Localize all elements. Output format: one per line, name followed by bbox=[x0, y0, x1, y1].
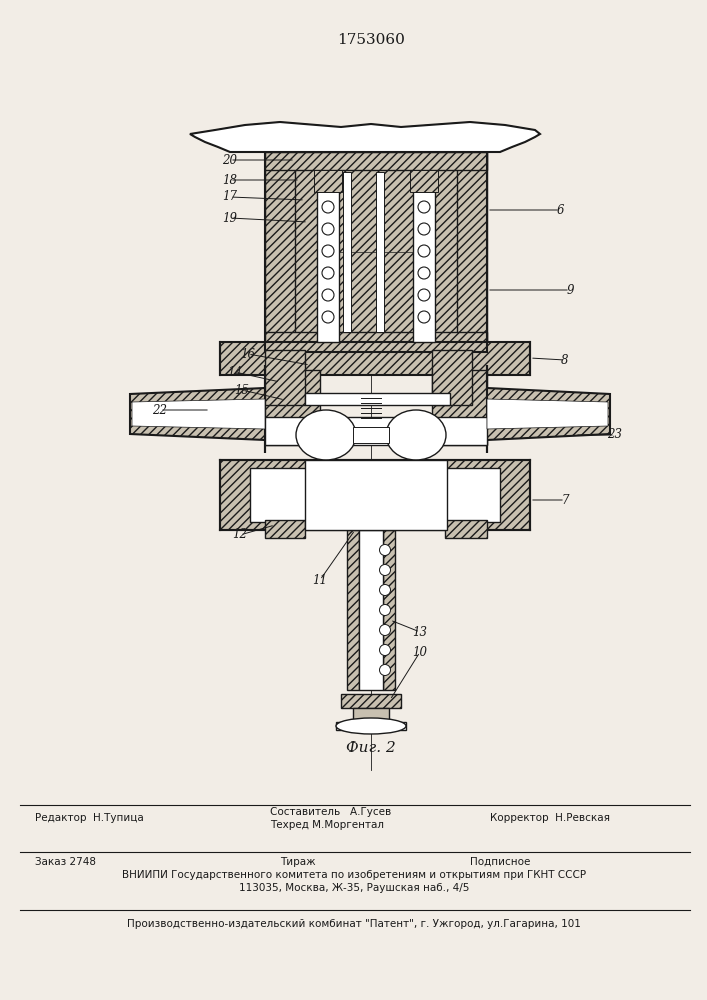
Bar bbox=[432, 370, 487, 445]
Text: 20: 20 bbox=[223, 153, 238, 166]
Polygon shape bbox=[132, 399, 265, 429]
Bar bbox=[265, 152, 487, 170]
Bar bbox=[265, 520, 305, 538]
Text: 12: 12 bbox=[233, 528, 247, 542]
Text: 10: 10 bbox=[412, 646, 428, 658]
Circle shape bbox=[380, 564, 390, 576]
Bar bbox=[376, 172, 384, 332]
Text: 15: 15 bbox=[235, 383, 250, 396]
Circle shape bbox=[380, 584, 390, 595]
Polygon shape bbox=[487, 365, 610, 453]
Bar bbox=[265, 332, 487, 352]
Ellipse shape bbox=[386, 410, 446, 460]
Bar bbox=[347, 530, 359, 690]
Circle shape bbox=[380, 645, 390, 656]
Bar bbox=[413, 172, 435, 342]
Bar bbox=[265, 370, 320, 445]
Bar bbox=[317, 170, 413, 252]
Text: 1753060: 1753060 bbox=[337, 33, 405, 47]
Ellipse shape bbox=[336, 718, 406, 734]
Circle shape bbox=[322, 245, 334, 257]
Bar bbox=[305, 393, 450, 405]
Circle shape bbox=[418, 245, 430, 257]
Circle shape bbox=[380, 544, 390, 556]
Bar bbox=[457, 152, 487, 352]
Text: 13: 13 bbox=[412, 626, 428, 639]
Circle shape bbox=[418, 311, 430, 323]
Text: Корректор  Н.Ревская: Корректор Н.Ревская bbox=[490, 813, 610, 823]
Circle shape bbox=[418, 201, 430, 213]
Polygon shape bbox=[190, 122, 540, 152]
Bar bbox=[265, 152, 295, 352]
Bar bbox=[265, 350, 305, 405]
Bar bbox=[220, 460, 530, 530]
Circle shape bbox=[380, 604, 390, 615]
Text: 6: 6 bbox=[556, 204, 563, 217]
Bar bbox=[353, 708, 389, 722]
Bar bbox=[314, 170, 342, 192]
Circle shape bbox=[380, 664, 390, 676]
Circle shape bbox=[322, 267, 334, 279]
Text: Заказ 2748: Заказ 2748 bbox=[35, 857, 96, 867]
Bar bbox=[220, 342, 530, 375]
Circle shape bbox=[322, 201, 334, 213]
Text: Редактор  Н.Тупица: Редактор Н.Тупица bbox=[35, 813, 144, 823]
Bar bbox=[383, 530, 395, 690]
Circle shape bbox=[418, 267, 430, 279]
Text: Составитель   А.Гусев: Составитель А.Гусев bbox=[270, 807, 391, 817]
Text: ВНИИПИ Государственного комитета по изобретениям и открытиям при ГКНТ СССР: ВНИИПИ Государственного комитета по изоб… bbox=[122, 870, 586, 880]
Text: 23: 23 bbox=[607, 428, 622, 442]
Text: Тираж: Тираж bbox=[280, 857, 315, 867]
Bar bbox=[410, 170, 438, 192]
Text: Производственно-издательский комбинат "Патент", г. Ужгород, ул.Гагарина, 101: Производственно-издательский комбинат "П… bbox=[127, 919, 581, 929]
Text: 17: 17 bbox=[223, 190, 238, 204]
Text: Техред М.Моргентал: Техред М.Моргентал bbox=[270, 820, 384, 830]
Bar bbox=[250, 468, 500, 522]
Bar bbox=[359, 530, 383, 690]
Bar bbox=[343, 172, 351, 332]
Text: 16: 16 bbox=[240, 348, 255, 360]
Text: 11: 11 bbox=[312, 574, 327, 586]
Bar bbox=[295, 170, 457, 332]
Circle shape bbox=[418, 223, 430, 235]
Text: Подписное: Подписное bbox=[470, 857, 530, 867]
Bar bbox=[265, 417, 487, 445]
Text: 113035, Москва, Ж-35, Раушская наб., 4/5: 113035, Москва, Ж-35, Раушская наб., 4/5 bbox=[239, 883, 469, 893]
Bar bbox=[353, 427, 389, 443]
Circle shape bbox=[322, 223, 334, 235]
Text: 8: 8 bbox=[561, 354, 568, 366]
Text: 9: 9 bbox=[566, 284, 574, 296]
Bar bbox=[432, 350, 472, 405]
Circle shape bbox=[322, 311, 334, 323]
Circle shape bbox=[322, 289, 334, 301]
Text: 19: 19 bbox=[223, 212, 238, 225]
Bar bbox=[341, 694, 401, 708]
Text: 7: 7 bbox=[561, 493, 568, 506]
Bar bbox=[305, 460, 447, 530]
Text: Фиг. 2: Фиг. 2 bbox=[346, 741, 396, 755]
Bar bbox=[317, 172, 339, 342]
Bar bbox=[336, 722, 406, 730]
Circle shape bbox=[380, 624, 390, 636]
Polygon shape bbox=[487, 399, 608, 429]
Text: 14: 14 bbox=[228, 365, 243, 378]
Ellipse shape bbox=[296, 410, 356, 460]
Text: 18: 18 bbox=[223, 174, 238, 186]
Bar bbox=[445, 520, 487, 538]
Text: 22: 22 bbox=[153, 403, 168, 416]
Circle shape bbox=[418, 289, 430, 301]
Polygon shape bbox=[130, 365, 265, 453]
